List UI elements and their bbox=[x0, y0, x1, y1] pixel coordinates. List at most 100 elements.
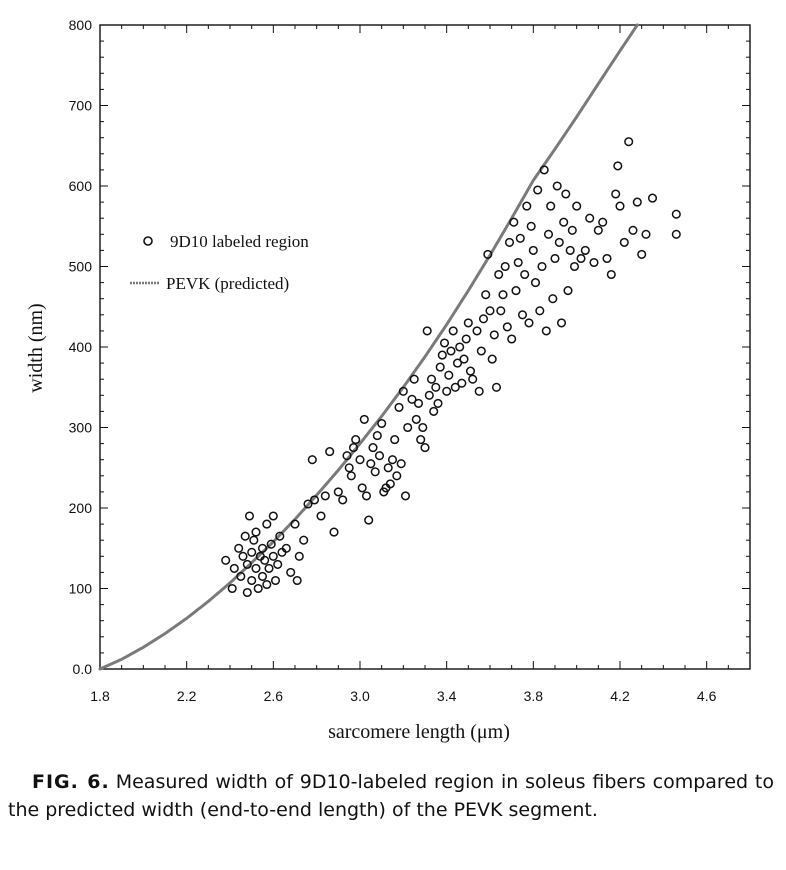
data-point bbox=[526, 221, 536, 231]
legend-marker-circle bbox=[143, 236, 153, 246]
data-point bbox=[383, 463, 393, 473]
data-point bbox=[398, 386, 408, 396]
data-point bbox=[457, 378, 467, 388]
data-point bbox=[624, 137, 634, 147]
data-point bbox=[556, 318, 567, 328]
data-point bbox=[567, 225, 577, 235]
axes-frame bbox=[99, 24, 751, 670]
data-point bbox=[333, 487, 343, 497]
data-point bbox=[565, 245, 575, 255]
data-point bbox=[585, 213, 595, 223]
data-point bbox=[266, 539, 276, 549]
legend-label-pevk: PEVK (predicted) bbox=[166, 274, 289, 293]
data-point bbox=[452, 358, 463, 368]
x-tick-labels: 1.8 2.2 2.6 3.0 3.4 3.8 4.2 4.6 bbox=[90, 688, 716, 704]
legend-label-9d10: 9D10 labeled region bbox=[170, 232, 309, 251]
data-point bbox=[615, 201, 625, 211]
x-tick-label: 4.2 bbox=[610, 688, 630, 704]
data-point bbox=[533, 185, 543, 195]
data-point bbox=[247, 547, 257, 557]
data-point bbox=[589, 257, 599, 268]
data-point bbox=[517, 310, 528, 320]
x-tick-label: 3.8 bbox=[524, 688, 544, 704]
data-point bbox=[474, 386, 484, 396]
data-point bbox=[247, 575, 257, 586]
data-point bbox=[407, 394, 417, 404]
data-point bbox=[509, 217, 519, 227]
data-point bbox=[426, 374, 437, 384]
data-point bbox=[416, 435, 426, 445]
data-point bbox=[502, 322, 512, 332]
data-point bbox=[433, 398, 443, 408]
data-point bbox=[234, 543, 244, 553]
data-point bbox=[420, 443, 430, 453]
x-tick-label: 2.2 bbox=[177, 688, 197, 704]
y-tick-label: 600 bbox=[69, 178, 93, 194]
data-point bbox=[413, 398, 424, 408]
data-point bbox=[572, 201, 582, 211]
data-point bbox=[357, 483, 367, 493]
data-point bbox=[286, 567, 296, 577]
data-point bbox=[299, 535, 309, 545]
data-point bbox=[346, 471, 356, 481]
data-point bbox=[273, 559, 283, 569]
legend: 9D10 labeled region PEVK (predicted) bbox=[130, 232, 309, 293]
y-tick-label: 300 bbox=[69, 420, 93, 436]
data-point bbox=[309, 495, 320, 505]
data-point bbox=[491, 382, 502, 392]
data-point bbox=[628, 225, 638, 235]
data-point bbox=[394, 402, 404, 412]
data-point bbox=[576, 253, 586, 264]
data-point bbox=[507, 334, 517, 344]
data-point bbox=[422, 326, 432, 336]
data-point bbox=[431, 382, 441, 392]
y-tick-label: 400 bbox=[69, 339, 93, 355]
data-point bbox=[244, 511, 255, 521]
scatter-chart: 1.8 2.2 2.6 3.0 3.4 3.8 4.2 4.6 0.0 100 200 300 400… bbox=[25, 17, 751, 743]
data-point bbox=[459, 354, 469, 364]
data-point bbox=[478, 314, 489, 324]
y-tick-label: 500 bbox=[69, 259, 93, 275]
pevk-curve-layer bbox=[98, 23, 639, 671]
x-tick-label: 1.8 bbox=[90, 688, 110, 704]
y-axis-title: width (nm) bbox=[25, 303, 47, 392]
data-point bbox=[613, 161, 623, 171]
data-point bbox=[316, 511, 326, 521]
data-point bbox=[264, 563, 274, 573]
data-point bbox=[461, 334, 471, 344]
data-point bbox=[496, 306, 506, 316]
data-point bbox=[294, 551, 304, 561]
data-point bbox=[325, 447, 335, 457]
data-point bbox=[387, 455, 398, 465]
data-point bbox=[435, 362, 445, 372]
x-tick-label: 2.6 bbox=[264, 688, 284, 704]
data-point bbox=[238, 551, 248, 561]
data-point bbox=[446, 346, 456, 356]
y-tick-label: 700 bbox=[69, 98, 93, 114]
data-point bbox=[249, 535, 259, 545]
figure-caption: FIG. 6. Measured width of 9D10-labeled re… bbox=[8, 768, 774, 824]
axis-ticks bbox=[99, 24, 751, 670]
pevk-predicted-curve bbox=[98, 23, 639, 671]
data-point bbox=[361, 491, 372, 501]
data-point bbox=[580, 245, 590, 255]
y-tick-label: 800 bbox=[69, 17, 93, 33]
data-point bbox=[320, 491, 330, 501]
data-point bbox=[539, 165, 549, 175]
data-point bbox=[366, 459, 376, 469]
data-point bbox=[342, 451, 352, 461]
data-point bbox=[242, 559, 252, 569]
data-point bbox=[370, 467, 380, 477]
data-point bbox=[593, 225, 603, 235]
data-point bbox=[511, 286, 521, 296]
data-point bbox=[355, 455, 365, 465]
plot-frame bbox=[99, 24, 751, 670]
data-point bbox=[476, 346, 486, 356]
data-point bbox=[418, 422, 428, 433]
data-point bbox=[409, 374, 419, 384]
data-point bbox=[442, 386, 452, 396]
data-point bbox=[374, 451, 385, 461]
data-point bbox=[550, 253, 560, 264]
data-point bbox=[396, 459, 406, 469]
data-point bbox=[463, 318, 473, 328]
